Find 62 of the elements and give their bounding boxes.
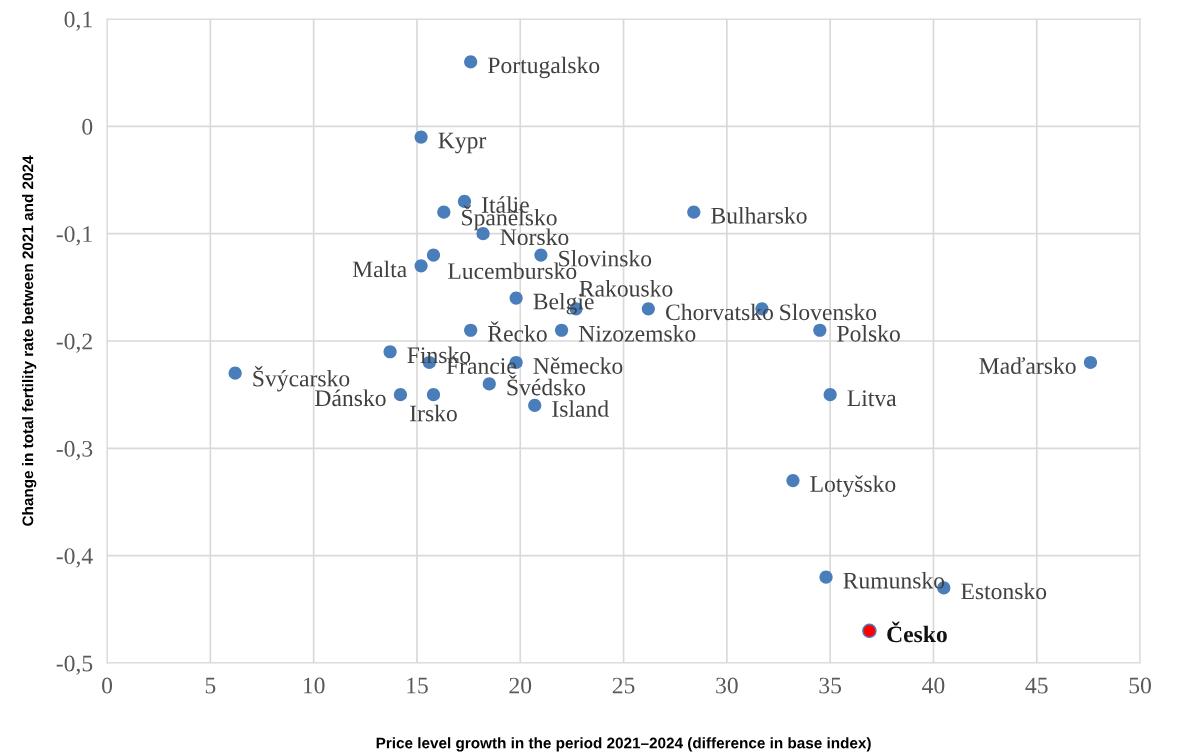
annotation: Island [552,400,609,417]
point [528,398,542,412]
point [426,388,441,402]
annotation: Lotyšsko [810,475,896,497]
point [228,366,242,380]
x-tick-label: 45 [1025,677,1048,694]
y-tick-label: -0,5 [56,655,93,675]
x-tick-label: 40 [922,677,945,694]
x-tick-label: 50 [1129,677,1151,694]
annotation: Litva [847,390,897,407]
annotation: Irsko [410,404,457,422]
y-tick-label: -0,4 [56,548,93,568]
annotation: Estonsko [961,582,1047,600]
y-tick-label: 0 [82,118,93,135]
x-tick-label: 30 [716,677,738,694]
y-tick-label: -0,1 [56,226,92,246]
point [482,377,496,391]
point [393,388,408,402]
point [641,302,655,316]
x-tick-label: 35 [819,677,842,694]
point [414,259,428,273]
point [464,323,478,337]
annotation: Bulharsko [711,207,807,224]
point [383,345,397,359]
annotation: Řecko [488,321,547,342]
annotation: Malta [352,260,407,278]
y-tick-label: 0,1 [64,11,92,31]
point [819,570,833,584]
point [862,623,877,639]
annotation: Portugalsko [488,56,600,79]
point [554,323,569,337]
annotation: Česko [887,621,947,643]
annotation: Maďarsko [979,357,1076,374]
annotation: Rumunsko [843,571,945,589]
point [786,473,800,488]
annotation: Nizozemsko [578,325,696,342]
annotation: Polsko [837,325,900,342]
x-axis-title: Price level growth in the period 2021–2024 (difference in base index) [376,737,871,752]
y-tick-label: -0,3 [56,440,93,461]
x-tick-label: 20 [509,677,532,694]
point [414,130,428,144]
point [687,205,701,219]
annotation: Kypr [438,132,487,154]
x-tick-label: 0 [102,677,113,694]
annotation: Slovensko [780,303,877,321]
point [813,323,827,337]
point [509,291,523,305]
y-tick-label: -0,2 [56,333,92,353]
x-tick-label: 10 [303,677,325,694]
point [1083,355,1098,370]
point [437,205,451,219]
annotation: Německo [533,357,623,374]
point [426,248,441,262]
x-tick-label: 15 [407,677,428,694]
y-axis-title: Change in total fertility rate between 2021 and 2024 [22,155,37,526]
point [534,248,548,262]
annotation: Chorvatsko [665,303,773,321]
x-tick-label: 5 [205,677,216,694]
annotation: Švédsko [507,374,586,396]
point [464,55,478,69]
point [823,388,837,402]
x-tick-label: 25 [612,677,635,694]
